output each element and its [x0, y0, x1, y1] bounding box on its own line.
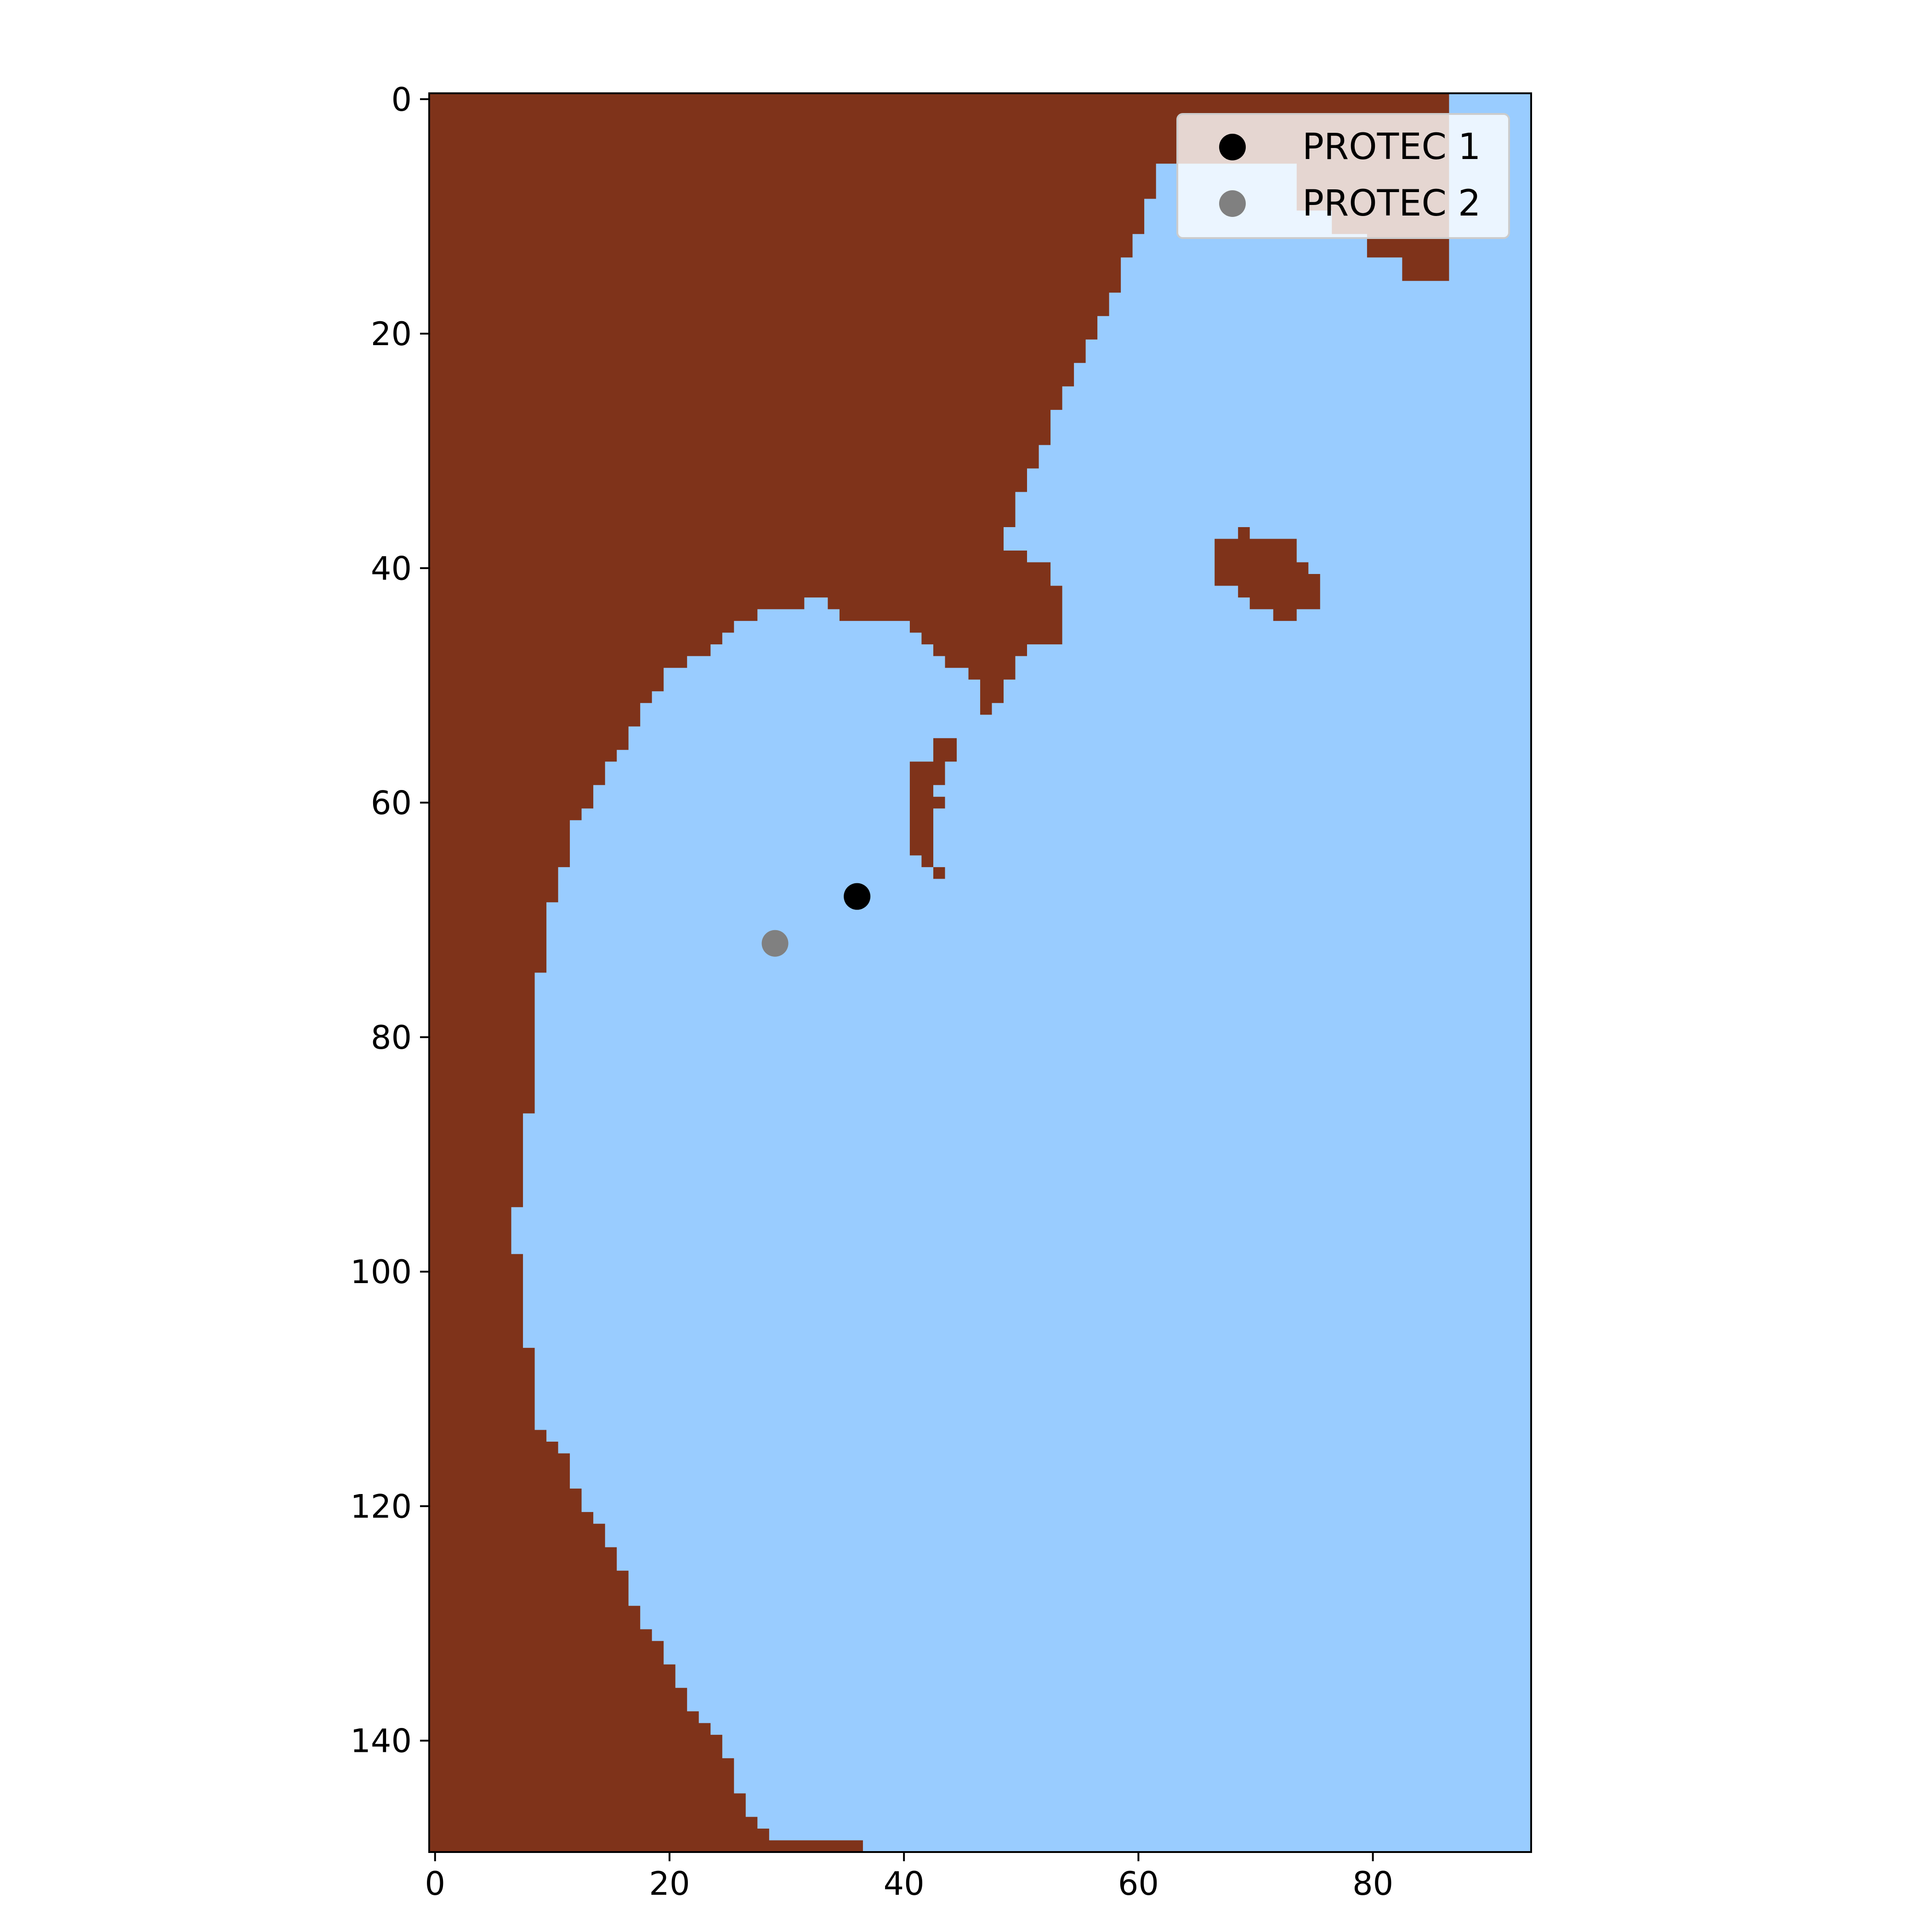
y-tick-label: 0: [391, 81, 412, 119]
plot-area: [428, 92, 1532, 1853]
y-tick-label: 80: [371, 1019, 412, 1057]
legend-box: [1176, 113, 1510, 239]
legend-marker-2: [1219, 190, 1246, 217]
legend-label-1: PROTEC 1: [1302, 126, 1481, 168]
legend-marker-1: [1219, 134, 1246, 160]
x-tick-label: 60: [1118, 1865, 1159, 1903]
y-tick-label: 20: [371, 315, 412, 353]
land-region-2: [1215, 527, 1320, 621]
marker-protec-1: [844, 883, 871, 910]
x-tick-label: 20: [649, 1865, 690, 1903]
marker-protec-2: [761, 930, 789, 957]
legend-label-2: PROTEC 2: [1302, 183, 1481, 224]
x-axis: 0 20 40 60 80: [425, 1852, 1393, 1903]
x-tick-label: 40: [884, 1865, 925, 1903]
y-tick-label: 60: [371, 784, 412, 822]
land-region-1: [429, 93, 1449, 1852]
y-tick-label: 100: [350, 1253, 412, 1291]
y-axis: 0 20 40 60 80 100 120 140: [350, 81, 429, 1760]
x-tick-label: 80: [1352, 1865, 1393, 1903]
markers: [761, 883, 871, 957]
y-tick-label: 120: [350, 1488, 412, 1525]
y-tick-label: 140: [350, 1722, 412, 1760]
x-tick-label: 0: [425, 1865, 445, 1903]
axes-frame: [428, 92, 1532, 1853]
y-tick-label: 40: [371, 550, 412, 587]
legend: PROTEC 1 PROTEC 2: [1176, 113, 1510, 239]
